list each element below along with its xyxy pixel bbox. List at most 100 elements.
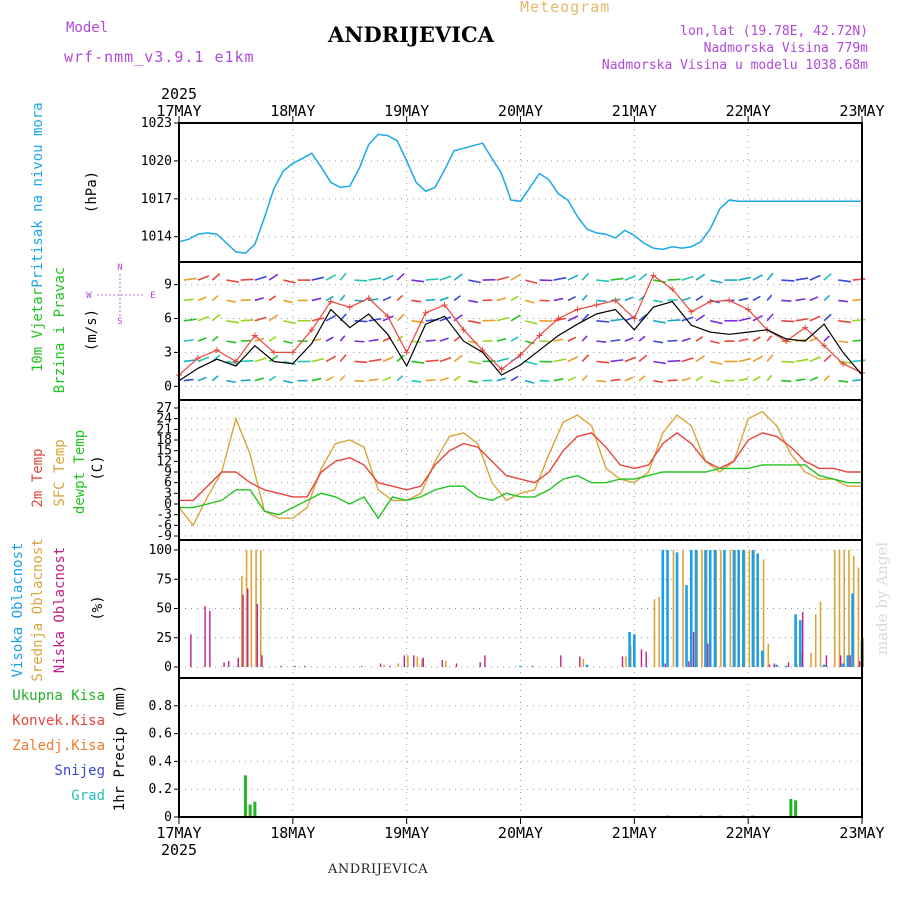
wind-arrow (311, 357, 325, 363)
wind-arrow (226, 360, 240, 365)
precip-tick-label: 0.2 (149, 782, 172, 797)
wind-arrow (710, 279, 723, 284)
wind-arrow (766, 313, 774, 322)
wind-gust-point (213, 347, 220, 354)
wind-arrow (667, 359, 681, 363)
wind-arrow (553, 378, 564, 382)
cloud-bar (822, 664, 826, 667)
x-tick-label-bottom: 20MAY (498, 824, 543, 842)
precip-bar (243, 775, 247, 817)
wind-arrow (468, 299, 478, 304)
wind-arrow (496, 316, 509, 322)
wind-arrow (496, 357, 509, 363)
cloud-bar (720, 550, 722, 667)
wind-gust-point (422, 309, 429, 316)
cloud-bar (236, 665, 238, 667)
wind-arrow (852, 359, 866, 363)
wind-arrow (382, 274, 394, 281)
wind-arrow (838, 319, 852, 324)
wind-arrow (766, 354, 774, 362)
wind-arrow (510, 295, 519, 302)
wind-arrow (453, 273, 463, 281)
wind-arrow (823, 272, 832, 281)
cloud-bar (241, 575, 243, 667)
cloud-bar (455, 663, 458, 667)
wind-gust-point (555, 315, 562, 322)
cloud-bar (833, 550, 836, 667)
wind-gust-point (688, 308, 695, 315)
wind-arrow (667, 339, 678, 342)
x-tick-label-top: 17MAY (156, 102, 201, 120)
footer-station-name: ANDRIJEVICA (328, 862, 429, 877)
cloud-bar (841, 663, 845, 667)
cloud-bar (256, 603, 258, 667)
cloud-bar (851, 593, 854, 667)
wind-gust-point (821, 342, 828, 349)
temp-tick-label: 18 (156, 433, 172, 448)
precip-tick-label: 0.8 (149, 699, 172, 714)
wind-gust-point (707, 298, 714, 305)
wind-arrow (382, 356, 394, 363)
cloud-bar (261, 655, 263, 667)
wind-arrow (439, 356, 452, 363)
wind-arrow (354, 379, 365, 383)
wind-arrow (510, 375, 519, 382)
chart-marks (176, 133, 866, 817)
wind-arrow (339, 374, 346, 382)
wind-arrow (226, 279, 240, 283)
wind-arrow (254, 357, 267, 363)
temp-panel-label-2: SFC Temp (52, 439, 68, 506)
wind-arrow (624, 296, 634, 302)
wind-arrow (425, 298, 436, 302)
wind-arrow (596, 299, 607, 303)
cloud-bar (848, 550, 850, 667)
wind-gust-point (308, 326, 315, 333)
cloud-bar (441, 659, 443, 667)
wind-arrow (809, 376, 819, 382)
t2m-line (179, 432, 862, 502)
precip-panel-frame (178, 677, 863, 818)
wind-arrow (411, 319, 425, 324)
wind-gust-point (669, 286, 676, 293)
cloud-bar (519, 665, 522, 667)
wind-arrow (283, 379, 293, 384)
x-tick-label-bottom: 19MAY (384, 824, 429, 842)
wind-gust-point (574, 306, 581, 313)
wind-arrow (695, 336, 704, 342)
cloud-bar (707, 643, 709, 667)
wind-arrow (710, 320, 723, 325)
cloud-bar (223, 662, 225, 667)
wind-arrow (681, 316, 694, 322)
wind-arrow-field (183, 272, 866, 384)
wind-arrow (325, 355, 337, 363)
cloud-panel-label-2: Srednja Oblacnost (30, 538, 46, 681)
temp-panel-label-3: dewpt Temp (72, 430, 88, 514)
cloud-tick-label: 50 (156, 602, 172, 617)
wind-arrow (425, 359, 439, 363)
wind-arrow (710, 360, 723, 366)
precip-unit: 1hr Precip (mm) (112, 685, 128, 811)
wind-arrow (653, 299, 664, 303)
wind-arrow (823, 313, 832, 322)
wind-arrow (339, 354, 347, 362)
wind-arrow (468, 360, 481, 365)
wind-arrow (382, 296, 392, 302)
wind-arrow (226, 319, 240, 324)
wind-arrow (439, 316, 452, 322)
wind-arrow (496, 377, 507, 382)
wind-arrow (695, 375, 704, 382)
wind-arrow (453, 354, 463, 363)
x-tick-label-bottom: 21MAY (612, 824, 657, 842)
cloud-bar (661, 550, 665, 667)
wind-arrow (226, 340, 237, 344)
wind-arrow (710, 340, 720, 345)
wind-arrow (638, 354, 648, 363)
wind-arrow (596, 279, 610, 283)
wind-arrow (368, 338, 379, 342)
wind-arrow (653, 319, 666, 324)
precip-tick-label: 0.6 (149, 727, 172, 742)
wind-arrow (823, 335, 831, 342)
chart-axes: 10141017102010230369-9-6-303691215182124… (141, 85, 885, 859)
wind-arrow (254, 316, 267, 322)
wind-arrow (596, 319, 610, 323)
